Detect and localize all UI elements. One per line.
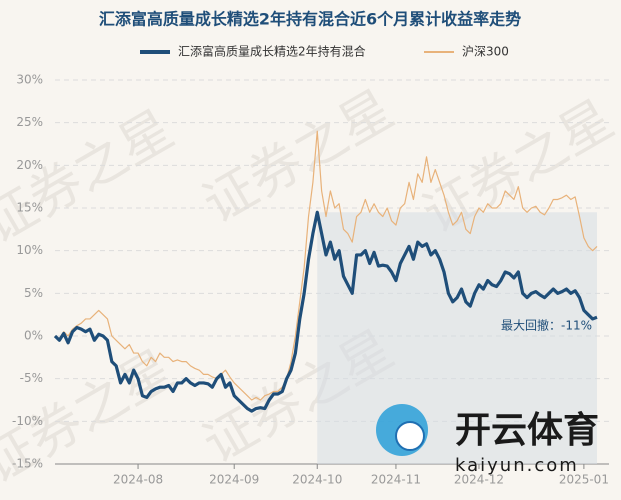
- x-tick-label: 2025-01: [559, 473, 609, 487]
- series-line: [53, 210, 598, 413]
- y-tick-label: 5%: [24, 286, 43, 300]
- y-tick-label: -5%: [20, 371, 43, 385]
- logo-text: 开云体育: [455, 410, 599, 451]
- y-tick-label: 30%: [16, 73, 43, 87]
- y-tick-label: -15%: [12, 457, 43, 471]
- y-tick-label: -10%: [12, 414, 43, 428]
- x-tick-label: 2024-10: [292, 473, 342, 487]
- y-tick-label: 20%: [16, 158, 43, 172]
- logo-ball: [395, 421, 425, 451]
- x-tick-label: 2024-09: [209, 473, 259, 487]
- x-tick-label: 2024-08: [113, 473, 163, 487]
- chart-title: 汇添富高质量成长精选2年持有混合近6个月累计收益率走势: [99, 10, 521, 29]
- series-line: [54, 130, 598, 401]
- y-tick-label: 25%: [16, 115, 43, 129]
- y-tick-label: 0%: [24, 329, 43, 343]
- legend-label: 沪深300: [462, 45, 509, 59]
- x-tick-label: 2024-11: [371, 473, 421, 487]
- x-tick-label: 2024-12: [454, 473, 504, 487]
- y-tick-label: 10%: [16, 243, 43, 257]
- annotation: 最大回撤：-11%: [501, 318, 592, 333]
- legend-label: 汇添富高质量成长精选2年持有混合: [178, 44, 366, 59]
- y-tick-label: 15%: [16, 201, 43, 215]
- logo-url: kaiyun.com: [455, 455, 579, 476]
